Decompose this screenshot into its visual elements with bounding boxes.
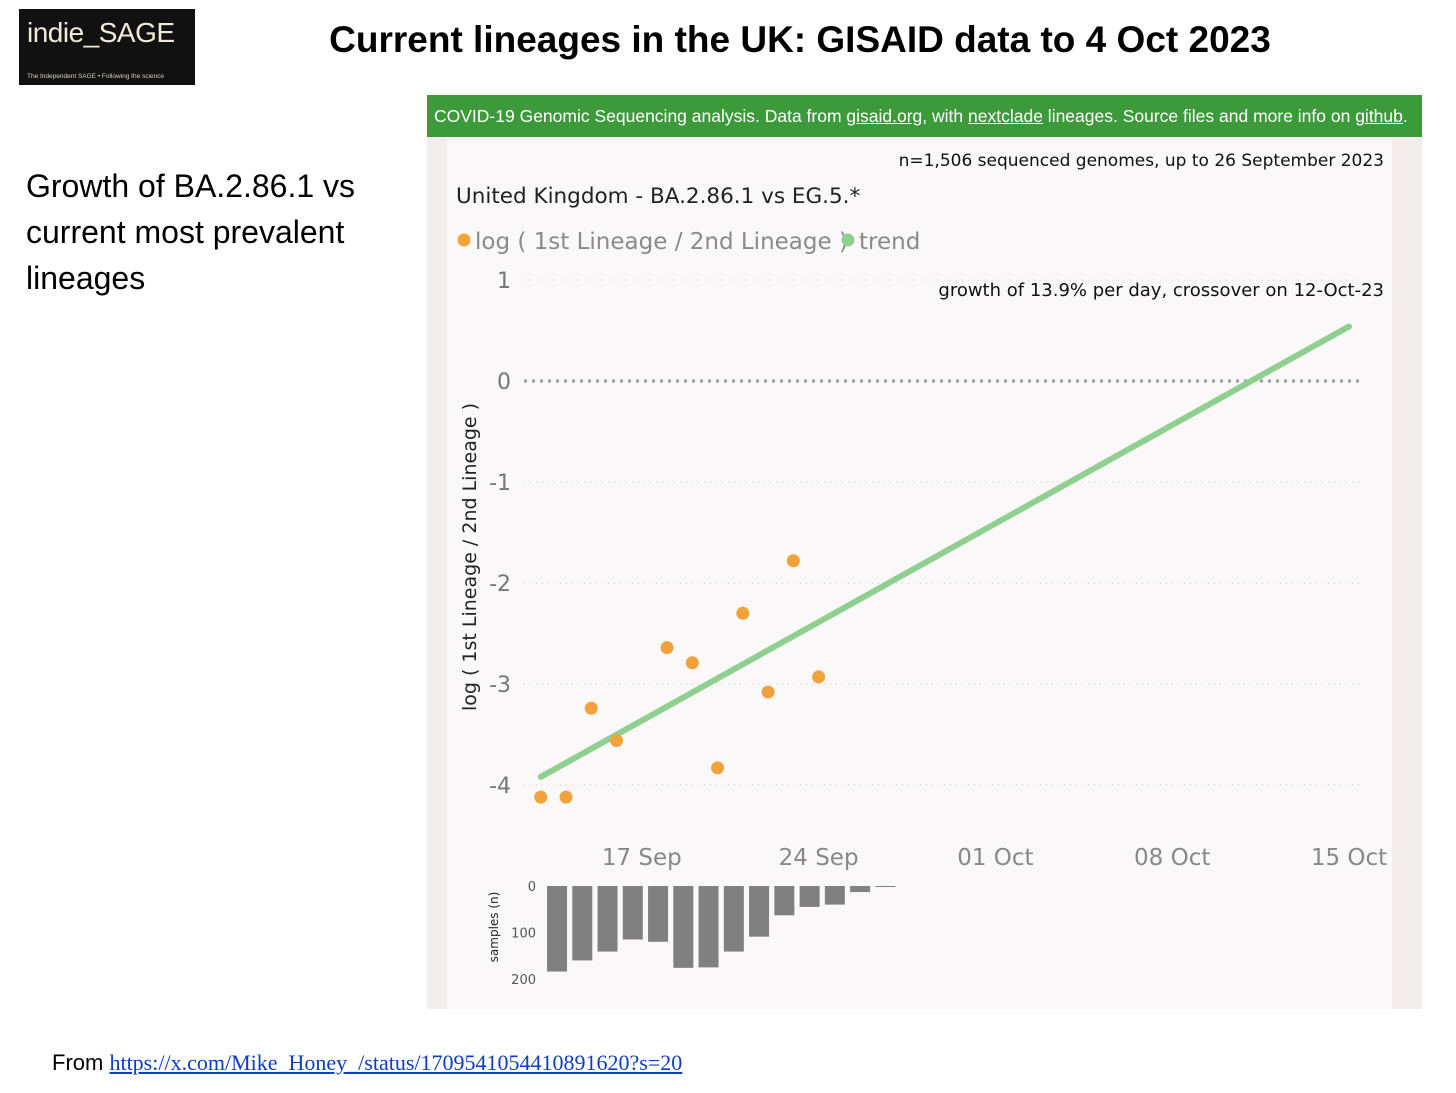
legend-label-trend: trend [859,229,920,255]
trend-line [537,323,1352,780]
sample-bar [875,886,896,887]
legend-marker-trend [841,233,855,247]
x-tick-label: 08 Oct [1134,845,1210,871]
sample-bar [749,886,770,937]
data-point [660,641,674,655]
banner-text-2: , with [922,106,969,126]
data-point [736,606,750,620]
x-tick-label: 01 Oct [957,845,1033,871]
source-line: From https://x.com/Mike_Honey_/status/17… [52,1050,682,1076]
sample-bar [622,886,643,940]
data-point [610,734,624,748]
source-prefix: From [52,1050,110,1075]
data-point [559,790,573,804]
data-point [534,790,548,804]
sample-bar [799,886,820,907]
chart-panel: COVID-19 Genomic Sequencing analysis. Da… [427,95,1422,1009]
sample-bar [673,886,694,968]
nextclade-link[interactable]: nextclade [968,106,1043,126]
sample-bar [698,886,719,968]
chart-title: United Kingdom - BA.2.86.1 vs EG.5.* [456,184,860,209]
bar-y-tick-label: 0 [528,880,536,895]
sample-bar [648,886,669,942]
sample-bar [850,886,871,893]
sample-bar [547,886,568,972]
chart-inner [447,137,1392,1009]
github-link[interactable]: github [1355,106,1403,126]
x-tick-label: 15 Oct [1311,845,1387,871]
y-tick-label: 0 [497,370,511,395]
data-point [584,701,598,715]
sample-bar [572,886,593,961]
y-tick-label: -4 [489,774,511,799]
data-point [711,761,725,775]
y-tick-label: -1 [489,471,511,496]
chart-subtitle: n=1,506 sequenced genomes, up to 26 Sept… [899,151,1384,171]
legend-marker-ratio [457,233,471,247]
bar-y-tick-label: 100 [511,927,536,942]
banner-text-1: COVID-19 Genomic Sequencing analysis. Da… [434,106,847,126]
data-point [761,685,775,699]
logo-subtitle: The Independent SAGE • Following the sci… [27,73,165,80]
x-tick-label: 17 Sep [602,845,682,871]
bar-y-axis-label: samples (n) [487,892,501,963]
data-point [812,670,826,684]
y-tick-label: 1 [497,269,511,294]
x-tick-label: 24 Sep [779,845,859,871]
banner-text-4: . [1402,106,1408,126]
y-axis-label: log ( 1st Lineage / 2nd Lineage ) [459,403,481,711]
y-tick-label: -3 [489,673,511,698]
growth-annotation: growth of 13.9% per day, crossover on 12… [938,280,1384,301]
slide-title: Current lineages in the UK: GISAID data … [329,19,1271,60]
legend-label-ratio: log ( 1st Lineage / 2nd Lineage ) [475,229,848,255]
data-point [786,554,800,568]
bar-y-tick-label: 200 [511,973,536,988]
logo-title: indie_SAGE [27,17,175,48]
indie-sage-logo: indie_SAGE The Independent SAGE • Follow… [19,9,195,85]
sample-bar [597,886,618,952]
gisaid-link[interactable]: gisaid.org [846,106,923,126]
y-tick-label: -2 [489,572,511,597]
banner-text-3: lineages. Source files and more info on [1042,106,1356,126]
source-link[interactable]: https://x.com/Mike_Honey_/status/1709541… [109,1050,683,1075]
data-point [685,656,699,670]
sample-bar [723,886,744,952]
sample-bar [774,886,795,916]
banner: COVID-19 Genomic Sequencing analysis. Da… [427,95,1422,137]
growth-description: Growth of BA.2.86.1 vs current most prev… [26,168,356,296]
sample-bar [824,886,845,905]
